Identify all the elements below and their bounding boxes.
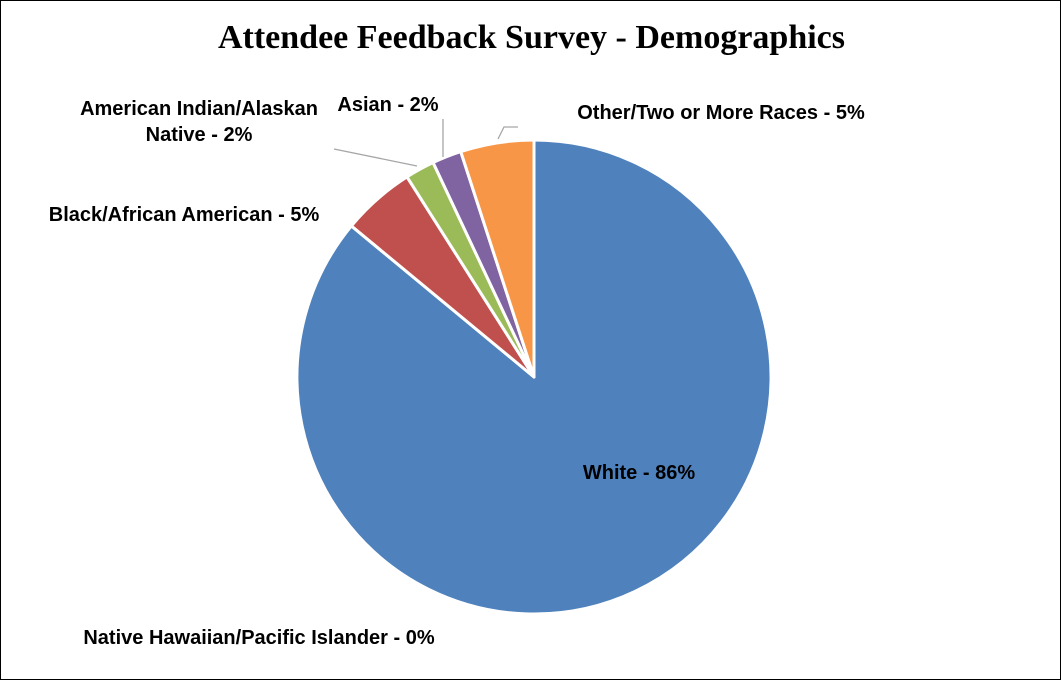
pie-slice-other-two-or-more-races <box>459 138 536 379</box>
slice-label-white: White - 86% <box>583 462 695 484</box>
slice-labels: White - 86% Native Hawaiian/Pacific Islan… <box>49 94 865 649</box>
slice-label-american-indian-alaskan-native-line-2: Native - 2% <box>146 124 253 146</box>
leader-line-other-two-or-more-races <box>497 126 518 140</box>
slice-label-black-african-american: Black/African American - 5% <box>49 204 320 226</box>
slice-label-american-indian-alaskan-native-line-1: American Indian/Alaskan <box>80 98 318 120</box>
leader-lines <box>333 119 518 167</box>
slice-label-asian: Asian - 2% <box>337 94 438 116</box>
chart-title: Attendee Feedback Survey - Demographics <box>217 19 846 56</box>
slice-label-other-two-or-more-races: Other/Two or More Races - 5% <box>577 102 865 124</box>
leader-line-american-indian-alaskan-native <box>333 148 418 167</box>
slice-label-native-hawaiian-pacific-islander: Native Hawaiian/Pacific Islander - 0% <box>83 627 434 649</box>
pie-slices <box>295 138 773 616</box>
